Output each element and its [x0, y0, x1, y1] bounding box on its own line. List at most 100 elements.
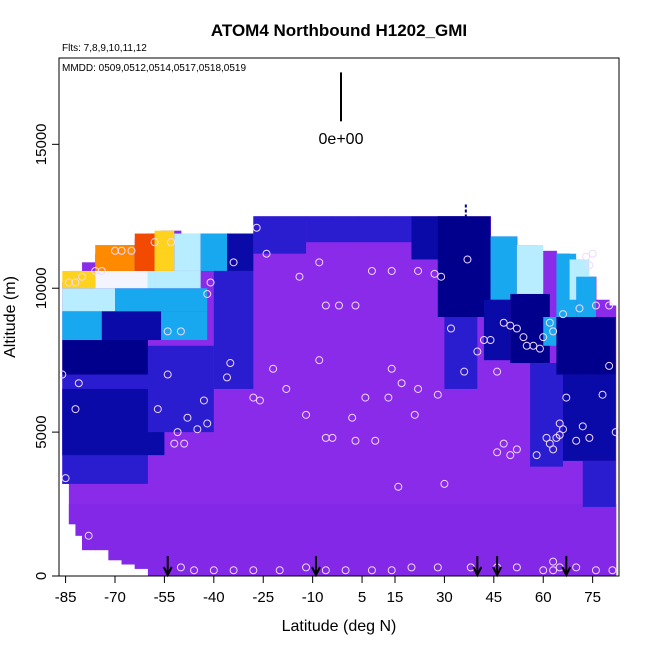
heatmap-patch: [147, 270, 201, 289]
data-point: [430, 269, 439, 278]
heatmap-patch: [444, 317, 478, 389]
data-point: [414, 266, 423, 275]
data-point: [127, 246, 136, 255]
scale-bar-label: 0e+00: [319, 131, 364, 148]
field-low-band: [134, 504, 149, 569]
heatmap-patch: [147, 345, 214, 433]
data-point: [275, 566, 284, 575]
data-point: [486, 336, 495, 345]
field-low-band: [147, 504, 162, 576]
field-low-band: [595, 504, 610, 576]
field-low-band: [68, 504, 76, 525]
field-low-band: [227, 504, 254, 576]
flight-arrow-head: [492, 566, 503, 578]
data-point: [150, 238, 159, 247]
field-low-band: [358, 504, 386, 576]
data-point: [437, 272, 446, 281]
data-point: [433, 563, 442, 572]
data-point: [447, 324, 455, 333]
data-point: [315, 258, 324, 267]
heatmap-patch: [253, 216, 307, 254]
heatmap-patch: [161, 311, 208, 341]
data-point: [351, 301, 360, 310]
heatmap-patch: [556, 317, 616, 375]
data-point: [532, 451, 541, 460]
data-point: [190, 566, 199, 575]
flight-arrows: [162, 204, 572, 578]
heatmap-patch: [437, 216, 491, 317]
data-point: [183, 413, 192, 422]
y-tick-label: 15000: [33, 123, 50, 165]
data-point: [473, 347, 482, 356]
heatmap-patch: [306, 216, 412, 243]
data-point: [605, 361, 614, 370]
data-point: [387, 266, 396, 275]
flights-label: Flts: 7,8,9,10,11,12: [62, 43, 147, 54]
data-point: [302, 563, 311, 572]
field-low-band: [82, 504, 96, 551]
y-tick-label: 5000: [33, 415, 50, 448]
chart-title: ATOM4 Northbound H1202_GMI: [211, 21, 467, 40]
heatmap-patch: [115, 288, 208, 312]
data-point: [555, 430, 564, 439]
heatmap-patch: [62, 270, 96, 289]
data-point: [295, 272, 304, 281]
data-point: [74, 379, 83, 388]
data-point: [414, 384, 423, 393]
data-point: [348, 413, 357, 422]
data-point: [176, 327, 185, 336]
data-point: [71, 405, 80, 414]
x-tick-label: -25: [252, 589, 274, 606]
x-tick-label: 15: [387, 589, 404, 606]
data-point: [588, 249, 597, 258]
data-point: [572, 436, 581, 445]
data-point: [539, 566, 548, 575]
data-point: [582, 252, 591, 261]
data-point: [397, 379, 406, 388]
data-point: [562, 393, 571, 402]
x-tick-label: -85: [55, 589, 77, 606]
field-low-band: [95, 504, 109, 551]
data-point: [84, 531, 93, 540]
data-point: [229, 566, 238, 575]
data-point: [549, 557, 558, 566]
heatmap-patch: [62, 311, 102, 341]
data-point: [440, 479, 449, 488]
flight-arrow-head: [561, 566, 572, 578]
data-point: [315, 356, 324, 365]
data-point: [176, 563, 185, 572]
heatmap-patch: [62, 340, 148, 375]
x-tick-label: 75: [584, 589, 601, 606]
field-low-band: [108, 504, 123, 561]
data-point: [591, 301, 600, 310]
data-point: [351, 436, 360, 445]
data-point: [433, 390, 442, 399]
heatmap-patch: [101, 311, 162, 341]
y-tick-label: 10000: [33, 267, 50, 309]
data-point: [407, 563, 416, 572]
data-point: [97, 266, 106, 275]
data-point: [173, 428, 182, 437]
data-point: [367, 566, 376, 575]
data-point: [117, 246, 126, 255]
heatmap-patch: [483, 299, 511, 361]
data-point: [229, 258, 238, 267]
data-point: [61, 474, 70, 483]
heatmap-patch: [62, 288, 115, 312]
field-low-band: [437, 504, 465, 576]
data-point: [605, 301, 614, 310]
data-point: [262, 249, 271, 258]
data-point: [460, 367, 469, 376]
measurement-points: [58, 223, 620, 575]
x-tick-label: -70: [104, 589, 126, 606]
data-point: [361, 393, 370, 402]
data-point: [499, 318, 508, 327]
data-point: [203, 289, 212, 298]
data-point: [321, 301, 330, 310]
field-low-band: [200, 504, 228, 576]
heatmap-patch: [200, 233, 227, 271]
data-point: [371, 436, 380, 445]
field-low-band: [516, 504, 538, 576]
data-point: [493, 367, 502, 376]
